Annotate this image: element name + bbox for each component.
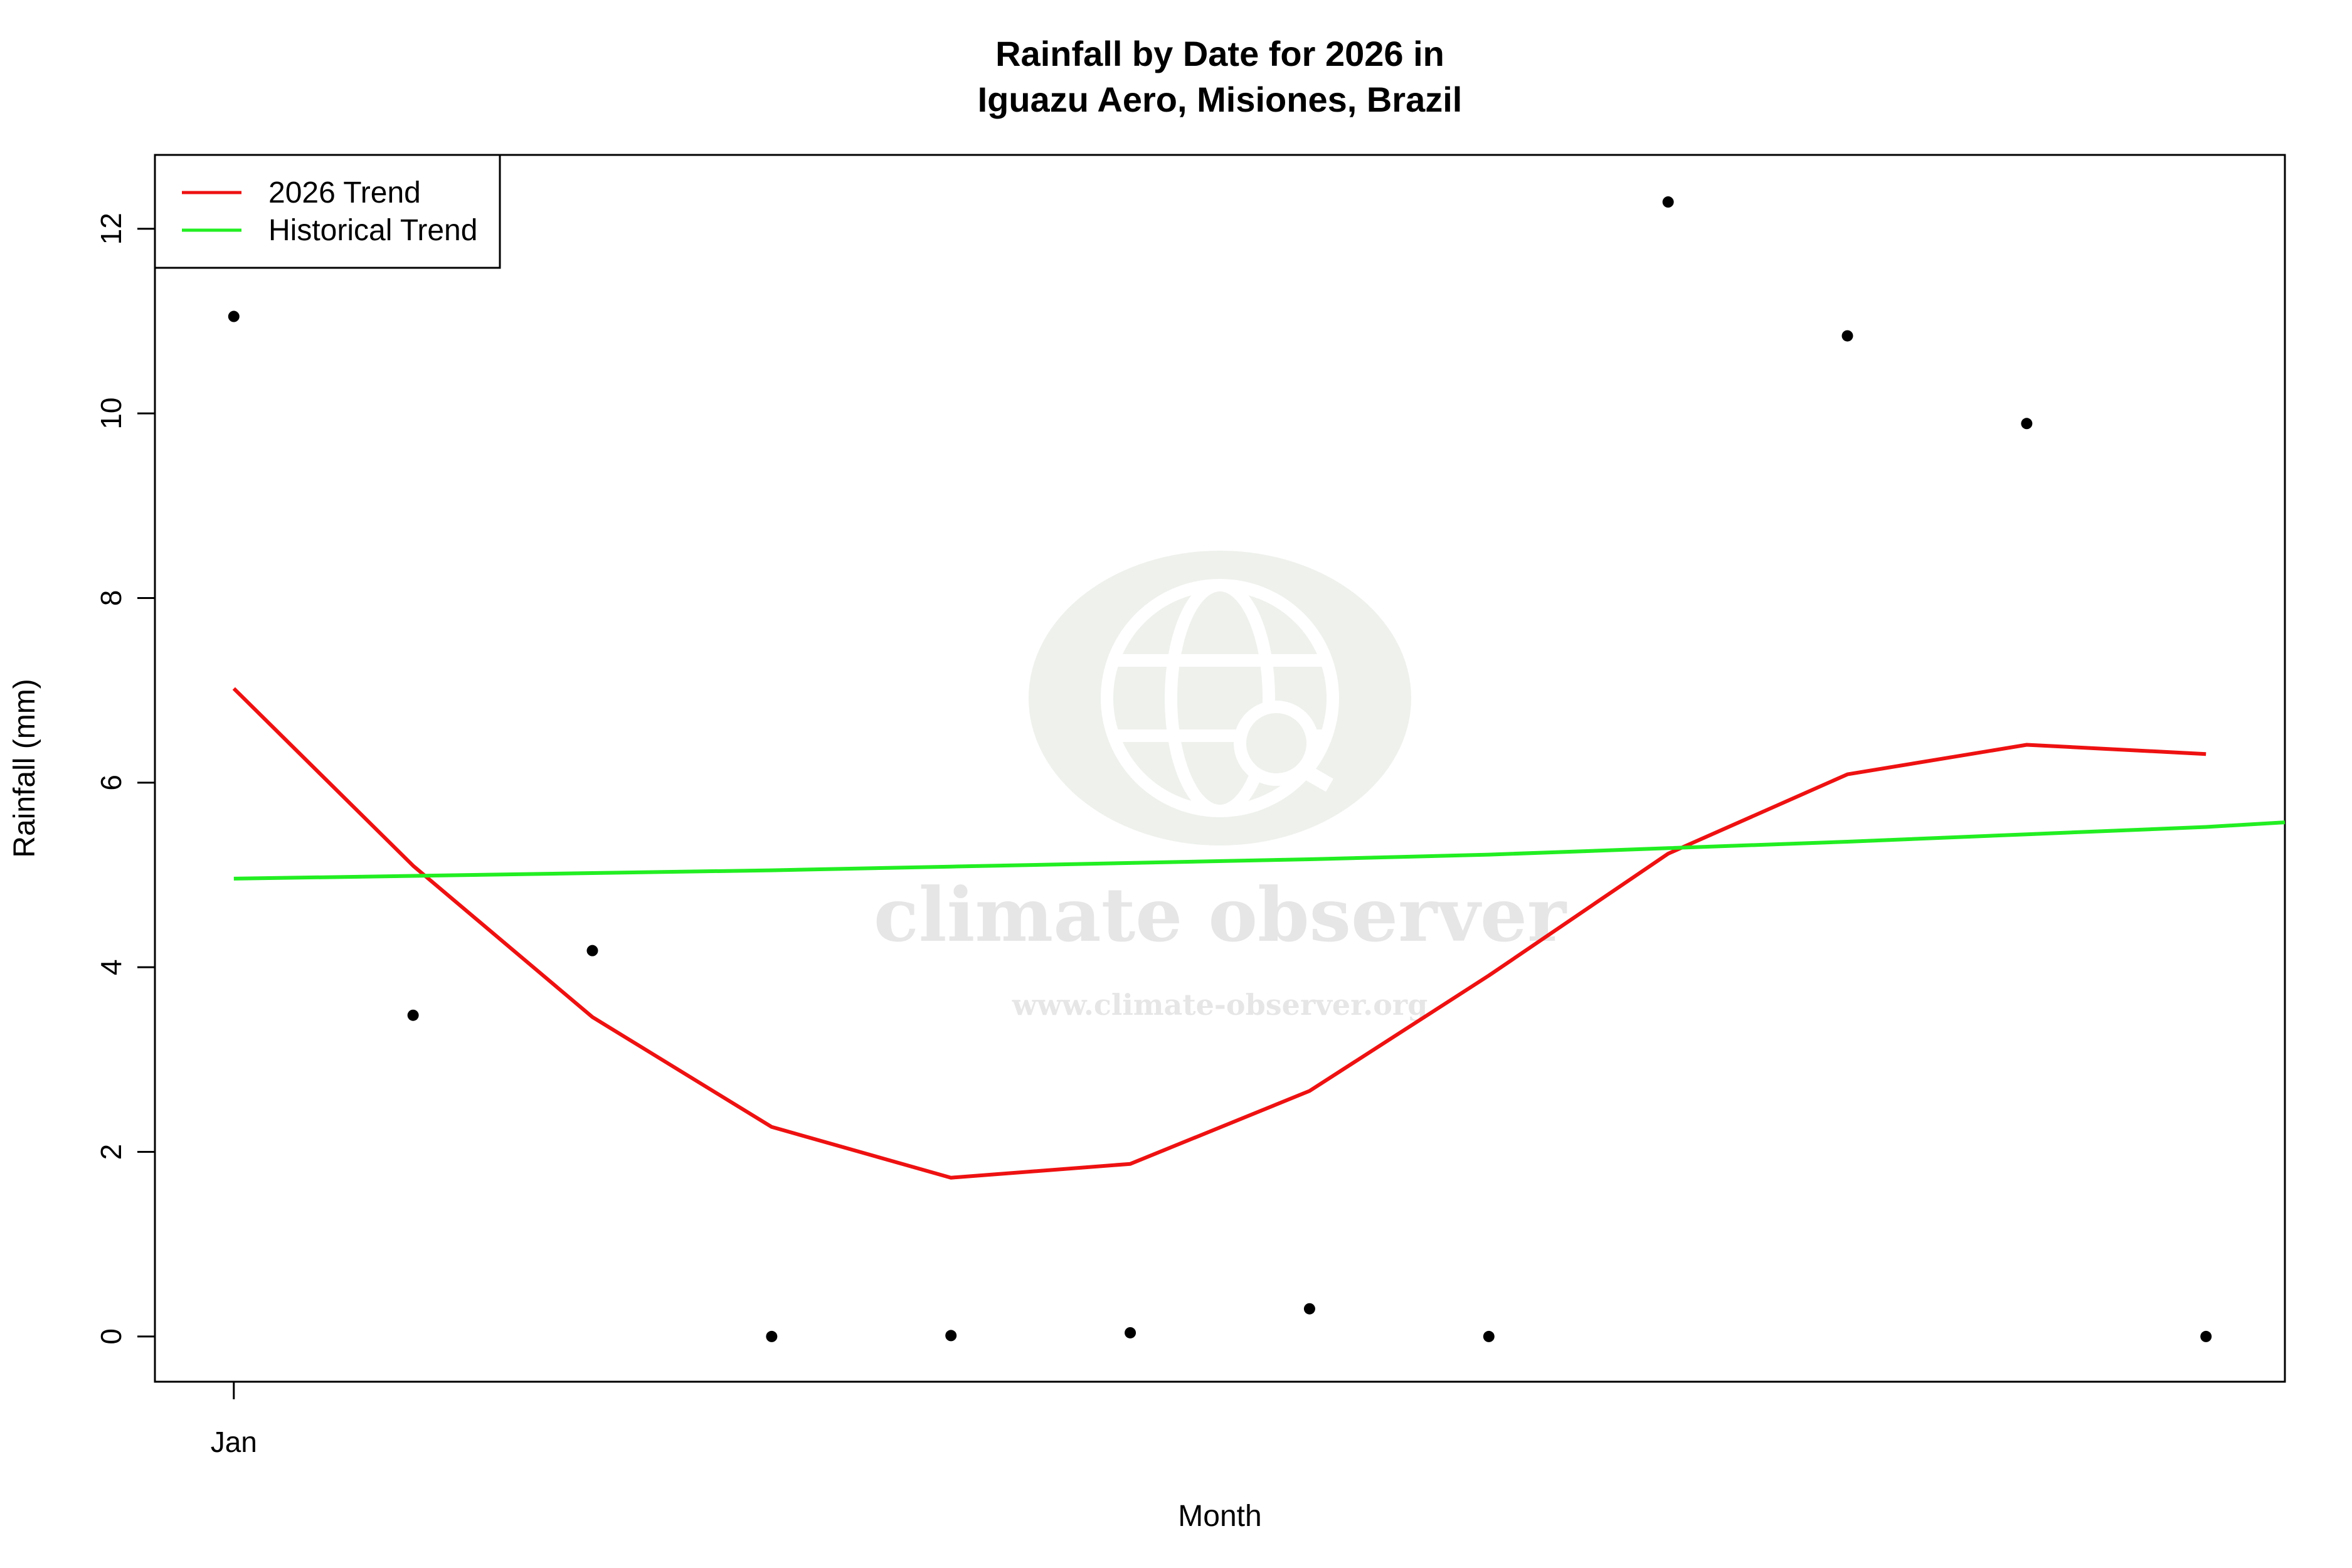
y-tick-label: 10 <box>95 398 127 430</box>
x-tick-label: Jan <box>211 1426 257 1458</box>
legend-box <box>154 154 501 269</box>
chart-title: Rainfall by Date for 2026 in <box>995 34 1444 73</box>
x-axis-title: Month <box>1178 1500 1261 1533</box>
data-point <box>1303 1303 1315 1315</box>
series-layer <box>232 687 2286 1180</box>
y-tick-label: 8 <box>95 590 127 607</box>
chart-subtitle: Iguazu Aero, Misiones, Brazil <box>978 80 1463 119</box>
data-point <box>1841 330 1853 342</box>
watermark: climate observer www.climate-observer.or… <box>874 551 1567 1022</box>
series-line-historical-trend <box>233 820 2286 881</box>
y-tick-label: 12 <box>95 213 127 245</box>
globe-search-icon <box>1101 579 1339 817</box>
data-point <box>1125 1327 1136 1338</box>
data-point <box>2021 418 2033 430</box>
watermark-url: www.climate-observer.org <box>1012 988 1428 1022</box>
y-axis: 0 2 4 6 8 10 12 <box>95 213 156 1345</box>
data-point <box>1662 196 1674 208</box>
data-point <box>945 1330 957 1342</box>
watermark-brand: climate observer <box>874 871 1567 958</box>
x-axis: Jan <box>211 1382 257 1458</box>
data-point <box>2200 1330 2212 1342</box>
data-point <box>1483 1330 1495 1342</box>
y-tick-label: 4 <box>95 959 127 975</box>
data-point <box>407 1009 419 1021</box>
points-layer <box>228 196 2212 1342</box>
y-tick-label: 2 <box>95 1144 127 1160</box>
legend-label-2026-trend: 2026 Trend <box>268 176 421 209</box>
y-tick-label: 6 <box>95 775 127 791</box>
data-point <box>586 945 598 956</box>
legend: 2026 Trend Historical Trend <box>154 154 501 269</box>
y-tick-label: 0 <box>95 1328 127 1345</box>
series-line-2026-trend <box>232 687 2206 1180</box>
data-point <box>228 310 240 322</box>
legend-label-historical-trend: Historical Trend <box>268 214 477 247</box>
data-point <box>766 1330 778 1342</box>
y-axis-title: Rainfall (mm) <box>8 679 41 857</box>
watermark-ellipse <box>1029 551 1411 845</box>
